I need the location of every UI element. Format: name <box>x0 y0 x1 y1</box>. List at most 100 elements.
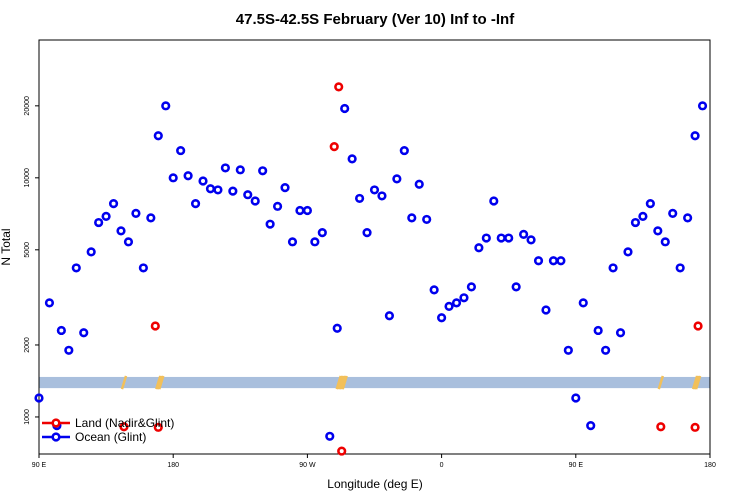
data-point <box>459 293 469 303</box>
gap-mark <box>693 375 700 390</box>
data-point <box>272 201 283 211</box>
x-axis-label: Longitude (deg E) <box>327 477 422 491</box>
data-point <box>615 328 626 338</box>
data-point <box>586 421 596 431</box>
data-point <box>496 233 506 243</box>
data-point <box>287 237 298 247</box>
data-point <box>146 213 156 223</box>
data-point <box>79 328 89 338</box>
y-tick-label: 1000 <box>24 409 31 425</box>
y-tick-label: 20000 <box>24 96 31 116</box>
data-point <box>407 213 417 223</box>
data-points <box>34 82 708 456</box>
x-tick-label: 90 E <box>569 462 584 469</box>
data-point <box>697 101 708 111</box>
data-point <box>690 422 700 432</box>
data-point <box>437 313 447 323</box>
gap-mark <box>657 375 664 390</box>
data-point <box>220 163 230 173</box>
data-point <box>444 301 454 311</box>
plot-frame <box>38 39 711 455</box>
data-point <box>519 229 529 239</box>
data-point <box>660 237 670 247</box>
data-point <box>123 237 134 247</box>
data-point <box>429 285 439 295</box>
data-point <box>71 263 81 273</box>
data-point <box>638 211 648 221</box>
data-point <box>213 185 223 195</box>
data-point <box>116 226 126 236</box>
data-point <box>119 422 129 432</box>
data-point <box>399 145 409 156</box>
data-point <box>571 393 581 403</box>
legend: Land (Nadir&Glint)Ocean (Glint) <box>42 416 174 444</box>
x-tick-label: 180 <box>704 462 716 469</box>
data-point <box>258 166 268 176</box>
data-point <box>489 196 499 206</box>
data-point <box>101 211 111 221</box>
data-point <box>56 325 66 336</box>
series-land <box>119 82 703 456</box>
data-point <box>354 193 365 204</box>
y-tick-label: 10000 <box>24 168 31 188</box>
data-point <box>325 431 335 441</box>
data-point <box>384 311 395 321</box>
y-tick-label: 5000 <box>24 242 31 258</box>
gap-mark <box>158 375 165 390</box>
data-point <box>645 199 655 209</box>
data-point <box>161 101 171 111</box>
data-point <box>150 321 160 331</box>
data-point <box>198 176 208 186</box>
data-point <box>302 205 313 216</box>
data-point <box>548 256 559 266</box>
data-point <box>131 208 141 218</box>
data-point <box>205 184 216 194</box>
data-point <box>64 345 74 355</box>
gap-marks <box>120 375 702 390</box>
data-point <box>578 298 588 308</box>
gap-mark <box>156 375 163 390</box>
data-point <box>601 345 611 355</box>
data-point <box>235 165 245 175</box>
data-point <box>683 213 693 223</box>
gap-mark <box>341 375 348 390</box>
data-point <box>94 217 104 228</box>
y-axis-label: N Total <box>0 228 13 265</box>
data-point <box>138 263 148 273</box>
data-point <box>176 145 186 156</box>
data-point <box>690 131 700 141</box>
gap-mark <box>691 375 699 390</box>
gap-mark <box>120 375 128 390</box>
x-tick-label: 90 E <box>32 462 47 469</box>
gap-mark <box>694 375 702 390</box>
data-point <box>653 226 663 236</box>
legend-entry: Ocean (Glint) <box>75 430 146 444</box>
data-point <box>474 243 484 253</box>
data-point <box>392 174 402 184</box>
data-point <box>481 233 491 243</box>
data-point <box>329 142 339 152</box>
data-point <box>504 233 514 243</box>
y-tick-label: 2000 <box>24 337 31 353</box>
data-point <box>541 305 551 315</box>
series-ocean <box>34 101 708 441</box>
data-point <box>369 185 380 195</box>
x-axis: 90 E 180 90 W 0 90 E 180 <box>32 454 716 469</box>
data-point <box>451 298 462 308</box>
data-point <box>340 103 350 114</box>
legend-marker <box>51 432 61 442</box>
x-tick-label: 90 W <box>299 462 316 469</box>
gap-mark <box>337 375 344 390</box>
data-point <box>190 199 201 209</box>
gap-mark <box>155 375 162 390</box>
data-point <box>310 237 320 247</box>
data-point <box>656 422 666 432</box>
data-point <box>153 131 163 141</box>
x-tick-label: 0 <box>440 462 444 469</box>
gap-mark <box>335 375 342 390</box>
data-point <box>377 191 387 201</box>
data-point <box>280 183 290 193</box>
data-point <box>668 208 678 218</box>
data-point <box>108 199 119 209</box>
